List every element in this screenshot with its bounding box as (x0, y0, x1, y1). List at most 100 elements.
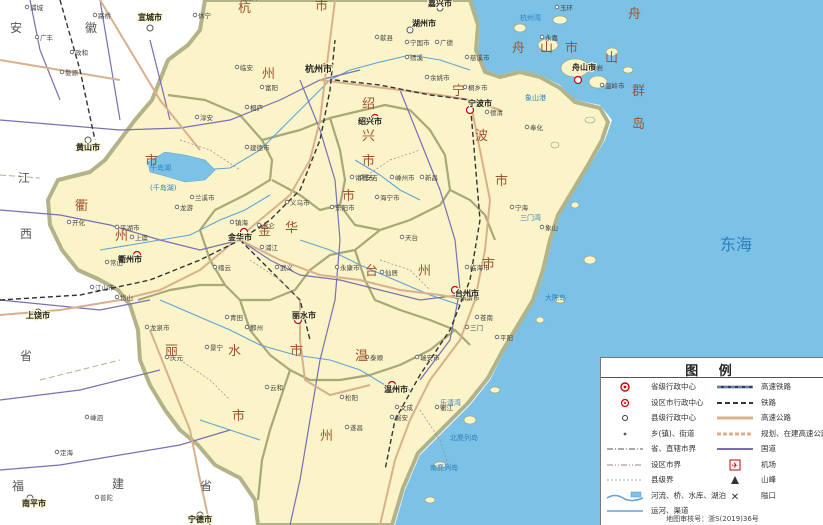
zhejiang-land (46, 0, 610, 525)
legend-label: 运河、渠道 (651, 506, 689, 515)
county-dot (256, 222, 262, 228)
place-label: 嵊州市 (395, 173, 415, 182)
place-label: 浦城 (30, 3, 44, 12)
place-label: 庆元 (170, 353, 184, 362)
legend-item: ✈ 机场 (713, 458, 776, 472)
place-label: 定海 (60, 448, 74, 457)
place-label: 路桥 (98, 11, 112, 20)
county-dot (394, 404, 400, 410)
city-border-line (603, 458, 647, 472)
county-dot (414, 354, 420, 360)
place-label: 宁海 (515, 203, 529, 212)
county-dot (539, 224, 545, 230)
prefecture-label-hangzhou: 州 (262, 67, 275, 82)
place-label: 衢江 (440, 403, 454, 412)
county-dot (89, 284, 95, 290)
province-border-line (607, 448, 643, 450)
place-label: 松阳 (345, 393, 358, 402)
county-dot (464, 324, 470, 330)
place-label: 龙游 (180, 203, 194, 212)
city-label: 上饶市 (26, 310, 50, 320)
county-dot (92, 12, 98, 18)
county-dot (554, 4, 560, 10)
place-label: 嵊泗 (90, 413, 103, 422)
province-borders-outside (0, 174, 121, 381)
prefecture-label-quzhou: 市 (145, 153, 158, 169)
prefecture-label-taizhou: 市 (482, 256, 495, 272)
county-dot (234, 64, 240, 70)
place-label: 安吉 (365, 173, 379, 182)
town-icon (623, 432, 627, 435)
county-border-line (607, 479, 643, 481)
province-label: 福 (12, 478, 24, 493)
prefecture-label-zhoushan: 山 (540, 41, 553, 56)
county-dot (192, 12, 198, 18)
county-dot (244, 104, 250, 110)
city-label: 宁波市 (468, 98, 492, 108)
planned-highway-line (713, 427, 757, 441)
county-dot (34, 34, 40, 40)
prefecture-label-shaoxing: 绍 (362, 97, 375, 112)
county-dot (389, 414, 395, 420)
place-label: 文成 (400, 403, 414, 412)
canal-icon (603, 504, 647, 518)
place-label: 江山市 (95, 283, 115, 292)
place-label: 宁国市 (410, 38, 430, 47)
place-label: 建德市 (250, 143, 270, 152)
county-dot (244, 144, 250, 150)
county-dot (334, 264, 340, 270)
legend-item: 运河、渠道 (603, 504, 689, 518)
national-road-line (713, 442, 757, 456)
prefecture-label-jinhua: 金 (258, 223, 271, 239)
county-dot (464, 264, 470, 270)
prefecture-label-taizhou: 台 (365, 264, 378, 279)
city-label: 衢州市 (118, 254, 142, 264)
place-label: 岱山 (120, 293, 133, 302)
province-border-line (603, 442, 647, 456)
river-icon (603, 489, 647, 503)
county-icon (622, 415, 628, 421)
city-icon (603, 396, 647, 410)
legend-label: 县级行政中心 (651, 413, 696, 422)
place-label: 海宁市 (380, 193, 400, 202)
islands (424, 15, 634, 504)
place-label: 政和 (75, 48, 88, 57)
county-dot (484, 109, 490, 115)
place-label: 福鼎市 (240, 0, 260, 2)
county-dot (259, 244, 265, 250)
county-dot (374, 34, 380, 40)
peak-icon (731, 476, 739, 484)
county-dot (462, 84, 468, 90)
airport-icon: ✈ (729, 459, 741, 470)
place-label: 义乌市 (290, 198, 310, 207)
place-label: 淳安 (200, 113, 214, 122)
county-dot (189, 194, 195, 200)
prefecture-label-hangzhou: 杭 (238, 1, 251, 16)
county-dot (114, 224, 120, 230)
hsr-line (713, 380, 757, 394)
prefecture-label-quzhou: 州 (115, 229, 128, 244)
city-label: 嘉兴市 (427, 0, 452, 8)
prefecture-label-lishui: 市 (290, 343, 303, 359)
county-dots (24, 4, 605, 500)
city-label: 杭州市 (305, 63, 332, 75)
water-label: 东海 (720, 235, 752, 254)
province-label: 徽 (85, 20, 97, 35)
place-label: 上虞 (135, 233, 149, 242)
county-dot (174, 204, 180, 210)
highway-line (713, 411, 757, 425)
city-label: 舟山市 (572, 62, 596, 72)
sea (395, 0, 823, 525)
place-label: 磐安 (395, 413, 409, 422)
city-border-line (607, 464, 643, 465)
railways (0, 0, 481, 471)
place-label: 三门 (470, 323, 483, 332)
place-label: 开化 (72, 218, 86, 227)
place-label: 天台 (405, 233, 418, 242)
place-label: 临安 (240, 63, 254, 72)
province-label: 建 (112, 477, 124, 491)
capital-icon (620, 382, 630, 392)
prefecture-label-quzhou: 衢 (75, 199, 88, 214)
planned-highway-line (717, 432, 753, 435)
